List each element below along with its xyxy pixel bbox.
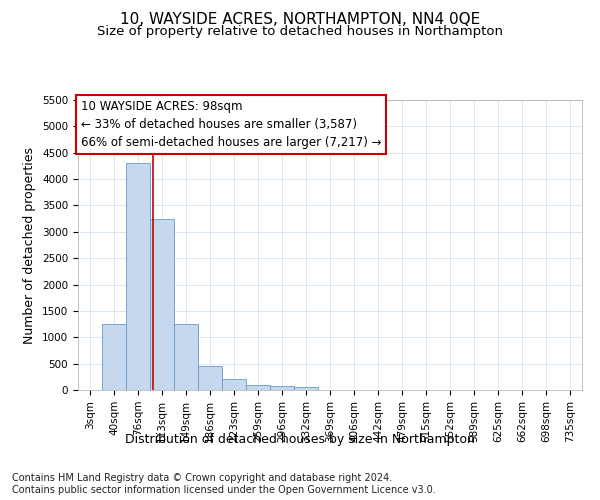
Text: Distribution of detached houses by size in Northampton: Distribution of detached houses by size … <box>125 432 475 446</box>
Bar <box>150 218 174 390</box>
Bar <box>102 324 126 390</box>
Bar <box>246 384 270 390</box>
Text: 10 WAYSIDE ACRES: 98sqm
← 33% of detached houses are smaller (3,587)
66% of semi: 10 WAYSIDE ACRES: 98sqm ← 33% of detache… <box>80 100 381 149</box>
Text: Size of property relative to detached houses in Northampton: Size of property relative to detached ho… <box>97 25 503 38</box>
Bar <box>270 386 294 390</box>
Bar <box>222 380 246 390</box>
Bar <box>126 164 150 390</box>
Bar <box>174 324 198 390</box>
Bar <box>198 366 222 390</box>
Text: Contains HM Land Registry data © Crown copyright and database right 2024.
Contai: Contains HM Land Registry data © Crown c… <box>12 474 436 495</box>
Text: 10, WAYSIDE ACRES, NORTHAMPTON, NN4 0QE: 10, WAYSIDE ACRES, NORTHAMPTON, NN4 0QE <box>120 12 480 28</box>
Bar <box>294 388 318 390</box>
Y-axis label: Number of detached properties: Number of detached properties <box>23 146 37 344</box>
